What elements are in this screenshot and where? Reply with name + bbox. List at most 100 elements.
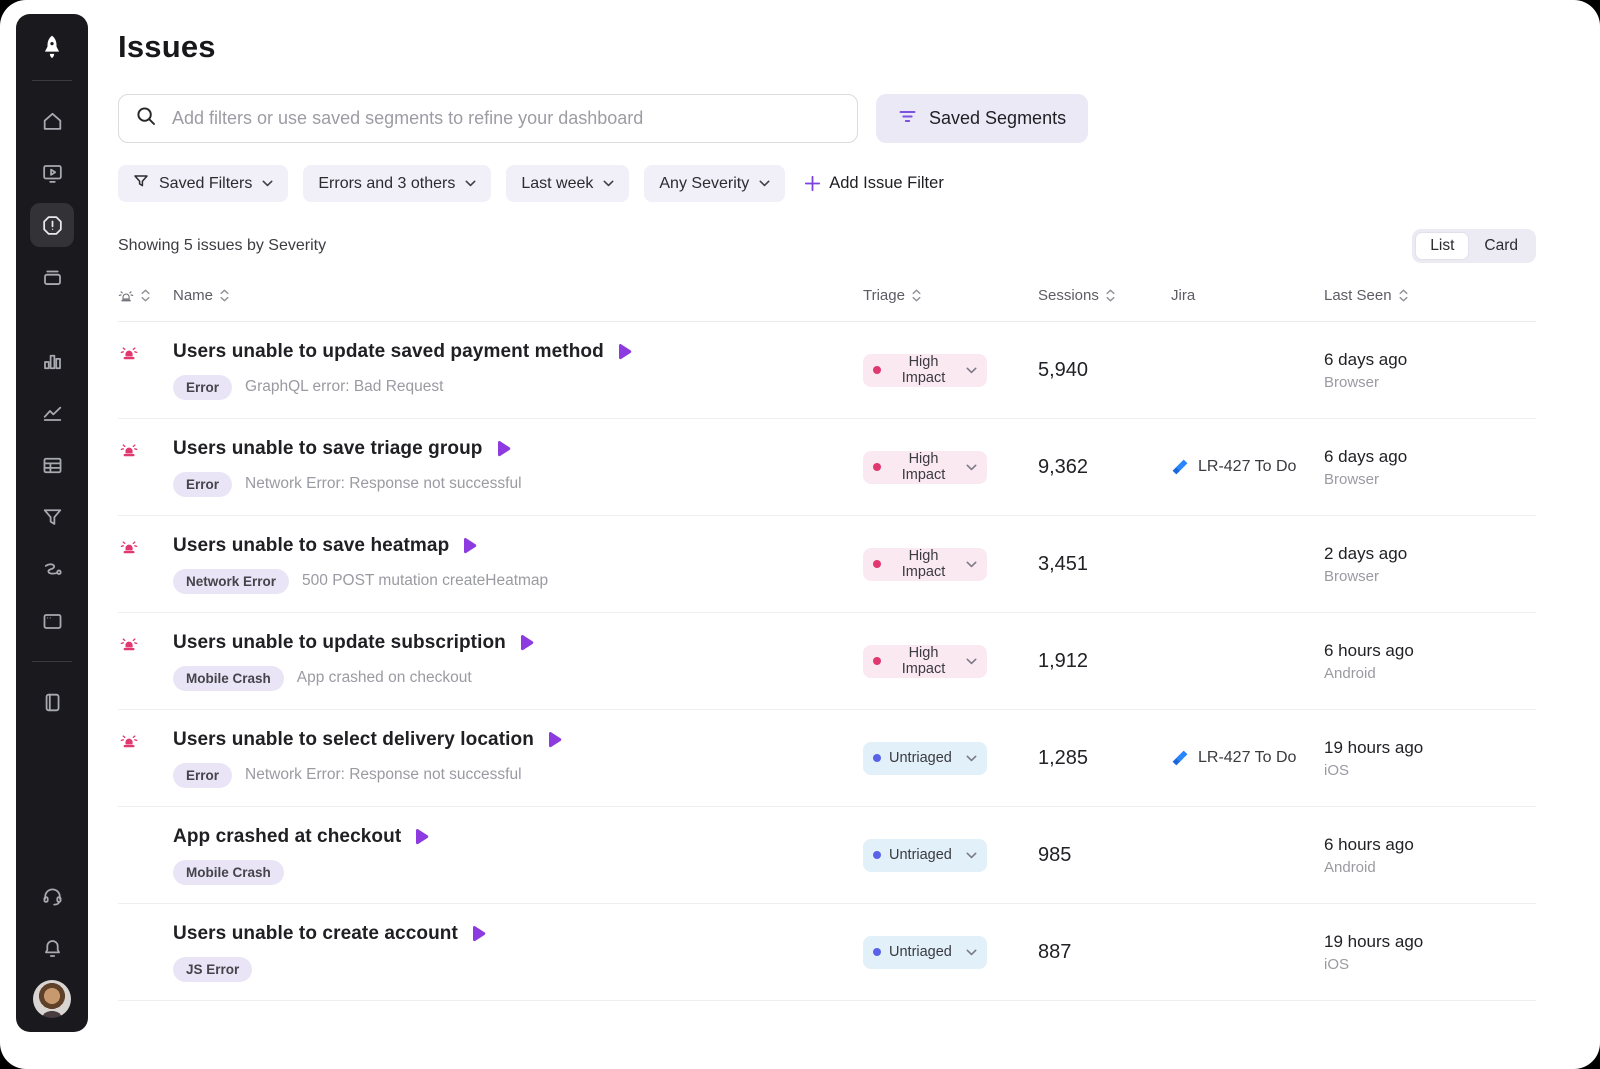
table-header: Name Triage Sessions Jira Last Seen [118, 287, 1536, 322]
play-session-button[interactable] [617, 343, 632, 360]
play-session-button[interactable] [414, 828, 429, 845]
sidebar-item-table[interactable] [30, 443, 74, 487]
last-seen-cell: 6 days ago Browser [1324, 350, 1536, 391]
severity-cell [118, 710, 173, 754]
sidebar-item-home[interactable] [30, 99, 74, 143]
last-seen-time: 19 hours ago [1324, 737, 1424, 757]
triage-dropdown[interactable]: Untriaged [863, 838, 987, 872]
issue-type-badge: Mobile Crash [173, 859, 284, 885]
triage-dropdown[interactable]: Untriaged [863, 935, 987, 969]
header-name[interactable]: Name [173, 287, 863, 304]
issue-title: Users unable to update saved payment met… [173, 340, 604, 362]
sidebar-item-session-replay[interactable] [30, 151, 74, 195]
issue-type-badge: Error [173, 762, 233, 788]
view-toggle-list[interactable]: List [1415, 232, 1470, 260]
filter-chip-errors[interactable]: Errors and 3 others [303, 165, 492, 202]
play-session-button[interactable] [462, 537, 477, 554]
severity-cell [118, 516, 173, 560]
search-input[interactable] [170, 107, 841, 130]
last-seen-platform: Browser [1324, 567, 1380, 585]
chip-label: Any Severity [659, 174, 750, 192]
filter-chip-saved-filters[interactable]: Saved Filters [118, 165, 289, 202]
sidebar-item-collections[interactable] [30, 255, 74, 299]
triage-status-dot [873, 463, 881, 471]
header-sessions[interactable]: Sessions [1038, 287, 1171, 304]
issue-title-line: Users unable to update saved payment met… [173, 341, 863, 363]
add-issue-filter-button[interactable]: Add Issue Filter [800, 174, 948, 193]
issue-type-badge: Network Error [173, 568, 290, 594]
sidebar-item-browser-window[interactable] [30, 599, 74, 643]
last-seen-cell: 6 days ago Browser [1324, 447, 1536, 488]
bell-icon[interactable] [30, 926, 74, 970]
filter-chip-last-week[interactable]: Last week [506, 165, 630, 202]
header-jira[interactable]: Jira [1171, 287, 1196, 304]
issue-row[interactable]: Users unable to create account JS Error Un… [118, 904, 1536, 1001]
issue-title: Users unable to save heatmap [173, 534, 450, 556]
header-triage[interactable]: Triage [863, 287, 1038, 304]
play-icon [618, 343, 632, 360]
header-severity[interactable] [118, 288, 173, 303]
jira-issue-link[interactable]: LR-427 To Do [1171, 749, 1324, 767]
sidebar-item-user-journey[interactable] [30, 547, 74, 591]
saved-segments-button[interactable]: Saved Segments [876, 94, 1089, 143]
rocket-icon[interactable] [37, 32, 67, 66]
chevron-down-icon [966, 658, 977, 665]
header-last-seen[interactable]: Last Seen [1324, 287, 1536, 304]
severity-cell [118, 419, 173, 463]
triage-dropdown[interactable]: High Impact [863, 644, 987, 678]
sessions-count: 5,940 [1038, 358, 1089, 381]
issue-row[interactable]: Users unable to update saved payment met… [118, 322, 1536, 419]
last-seen-time: 2 days ago [1324, 543, 1408, 563]
page-title: Issues [118, 29, 216, 64]
sidebar-item-funnel[interactable] [30, 495, 74, 539]
triage-label: Untriaged [889, 750, 952, 766]
triage-dropdown[interactable]: High Impact [863, 450, 987, 484]
name-cell: Users unable to select delivery location… [173, 710, 863, 806]
play-session-button[interactable] [496, 440, 511, 457]
issue-row[interactable]: Users unable to save heatmap Network Erro… [118, 516, 1536, 613]
issue-meta-line: Error Network Error: Response not success… [173, 762, 863, 788]
triage-dropdown[interactable]: Untriaged [863, 741, 987, 775]
last-seen-time: 6 days ago [1324, 446, 1408, 466]
issue-row[interactable]: Users unable to select delivery location… [118, 710, 1536, 807]
search-box [118, 94, 858, 143]
triage-dropdown[interactable]: High Impact [863, 547, 987, 581]
triage-dropdown[interactable]: High Impact [863, 353, 987, 387]
user-avatar[interactable] [33, 980, 71, 1018]
issue-title: Users unable to save triage group [173, 437, 483, 459]
issue-description: GraphQL error: Bad Request [245, 378, 444, 395]
triage-cell: High Impact [863, 353, 1038, 387]
issue-row[interactable]: Users unable to save triage group Error Ne… [118, 419, 1536, 516]
sidebar-item-docs[interactable] [30, 680, 74, 724]
filter-chip-any-severity[interactable]: Any Severity [644, 165, 786, 202]
search-icon [135, 105, 157, 132]
name-cell: Users unable to create account JS Error [173, 904, 863, 1000]
chip-label: Last week [521, 174, 594, 192]
last-seen-platform: Browser [1324, 470, 1380, 488]
last-seen-time: 19 hours ago [1324, 931, 1424, 951]
chevron-down-icon [966, 658, 977, 664]
issue-row[interactable]: Users unable to update subscription Mobil… [118, 613, 1536, 710]
play-session-button[interactable] [547, 731, 562, 748]
triage-cell: Untriaged [863, 741, 1038, 775]
alarm-icon [118, 290, 134, 301]
issue-row[interactable]: App crashed at checkout Mobile Crash Untri… [118, 807, 1536, 904]
triage-cell: High Impact [863, 644, 1038, 678]
issue-title: Users unable to update subscription [173, 631, 506, 653]
jira-issue-link[interactable]: LR-427 To Do [1171, 458, 1324, 476]
triage-label: Untriaged [889, 847, 952, 863]
play-session-button[interactable] [519, 634, 534, 651]
view-toggle-card[interactable]: Card [1469, 232, 1533, 260]
play-session-button[interactable] [471, 925, 486, 942]
sidebar-item-line-chart[interactable] [30, 391, 74, 435]
issue-title: Users unable to create account [173, 922, 458, 944]
sidebar-item-bar-chart[interactable] [30, 339, 74, 383]
sidebar-item-issues[interactable] [30, 203, 74, 247]
alarm-icon [120, 444, 138, 457]
sort-icon [1399, 289, 1408, 302]
chip-label: Errors and 3 others [318, 174, 456, 192]
alarm-icon [120, 735, 138, 748]
chevron-down-icon [966, 755, 977, 761]
headset-icon[interactable] [30, 874, 74, 918]
